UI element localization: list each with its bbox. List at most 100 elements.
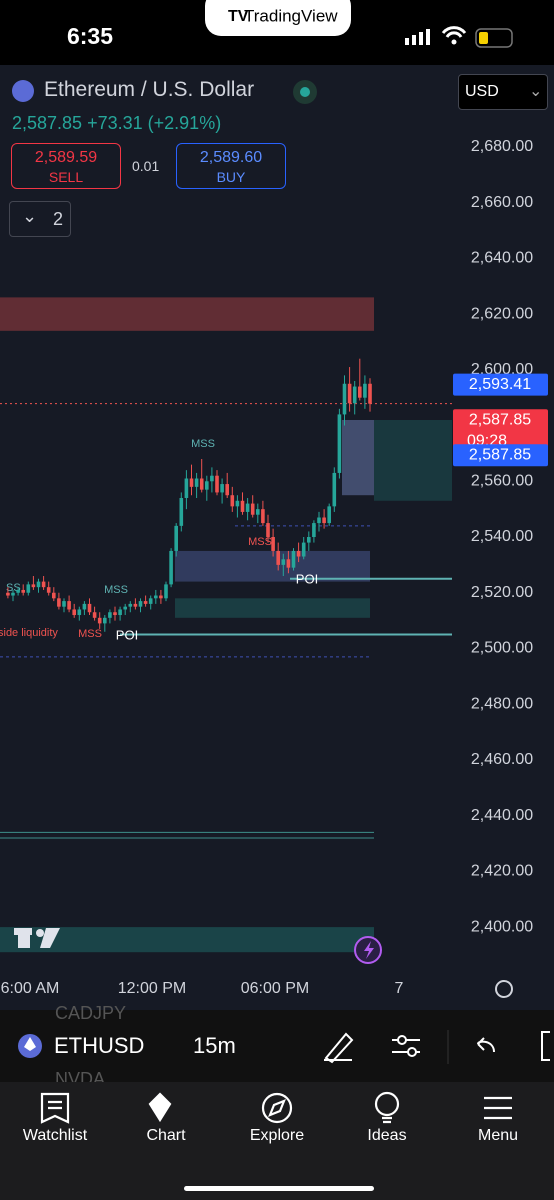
- tab[interactable]: Menu: [477, 1127, 519, 1144]
- currency: USD: [465, 83, 499, 100]
- candle-body: [363, 383, 367, 398]
- battery: [475, 28, 513, 48]
- candle-body: [11, 592, 15, 596]
- wifi-dot: [451, 39, 457, 45]
- candle-body: [138, 601, 143, 607]
- buy-button[interactable]: 2,589.60 BUY: [176, 143, 286, 189]
- candle-body: [220, 484, 224, 493]
- candle-body: [337, 414, 342, 473]
- signal-icon: [405, 29, 430, 45]
- indicator-knob: [397, 1035, 407, 1045]
- undo[interactable]: [477, 1037, 495, 1053]
- zone: [175, 598, 370, 618]
- annotation: side liquidity: [0, 627, 58, 639]
- price-label-bg: [453, 373, 548, 396]
- candle-body: [133, 603, 138, 607]
- y-tick-label: 2,460.00: [471, 751, 533, 768]
- zone: [0, 927, 374, 953]
- candle-body: [266, 523, 270, 538]
- candle-body: [261, 509, 265, 524]
- more-tool[interactable]: [541, 1031, 550, 1061]
- symbol-name: Ethereum / U.S. Dollar: [44, 78, 255, 101]
- candle-body: [16, 589, 20, 593]
- candle-body: [235, 500, 240, 507]
- candle-body: [36, 581, 41, 588]
- chevron: ⌄: [529, 83, 543, 100]
- x-tick-label: 06:00 PM: [241, 980, 309, 997]
- app-name: TradingView: [244, 6, 338, 25]
- settings-icon[interactable]: [495, 980, 513, 998]
- candle-body: [358, 386, 362, 398]
- symbol[interactable]: ETHUSD: [54, 1033, 144, 1058]
- candle-body: [67, 601, 71, 610]
- candle-body: [286, 559, 291, 568]
- price-label: 2,593.41: [469, 376, 531, 393]
- candle-body: [256, 509, 260, 515]
- candle-body: [317, 517, 321, 524]
- tv-logo: TV: [228, 8, 249, 25]
- tab[interactable]: Explore: [249, 1127, 305, 1144]
- zone: [374, 419, 452, 501]
- candle-body: [271, 537, 275, 551]
- candle-body: [210, 475, 214, 482]
- candle-body: [245, 503, 250, 512]
- candle-body: [225, 484, 229, 496]
- candle-body: [281, 559, 286, 565]
- candle-body: [179, 498, 184, 526]
- toolbar: [0, 1010, 554, 1082]
- eth-glyph: [24, 1037, 36, 1051]
- currency-select[interactable]: USD ⌄: [458, 74, 548, 110]
- tab[interactable]: Chart: [146, 1127, 186, 1144]
- candle-body: [230, 495, 235, 507]
- candle-body: [72, 609, 76, 616]
- x-tick-label: 12:00 PM: [118, 980, 186, 997]
- candle-body: [194, 478, 199, 487]
- candle-body: [322, 517, 326, 524]
- candle-body: [368, 383, 372, 404]
- sell-price: 2,589.59: [34, 149, 98, 166]
- indicators-toggle[interactable]: ⌄ 2: [9, 201, 71, 237]
- candle-body: [296, 550, 301, 557]
- candle-body: [21, 589, 25, 593]
- indicator-count: 2: [53, 209, 64, 229]
- candle-body: [26, 584, 31, 593]
- draw-tool[interactable]: [324, 1032, 354, 1064]
- candle-body: [301, 542, 306, 557]
- chart-area: [0, 65, 554, 1010]
- sell-button[interactable]: 2,589.59 SELL: [11, 143, 121, 189]
- candle-body: [312, 523, 316, 538]
- candle-body: [92, 612, 97, 618]
- chevron: ⌄: [22, 206, 38, 226]
- price-change: +73.31 (+2.91%): [87, 113, 222, 133]
- home-indicator: [184, 1186, 374, 1191]
- tab-icons: [40, 1091, 512, 1124]
- candle-body: [97, 617, 102, 624]
- buy-label: BUY: [216, 169, 246, 185]
- candle-body: [46, 587, 51, 593]
- candle-body: [52, 592, 56, 599]
- interval[interactable]: 15m: [193, 1033, 236, 1058]
- tab[interactable]: Ideas: [367, 1127, 407, 1144]
- y-tick-label: 2,520.00: [471, 584, 533, 601]
- candle-body: [174, 525, 178, 551]
- candle-body: [154, 595, 158, 599]
- price-line: 2,587.85 +73.31 (+2.91%): [12, 113, 221, 134]
- candle-body: [118, 609, 122, 616]
- tab[interactable]: Watchlist: [22, 1127, 88, 1144]
- eth-icon: [12, 80, 34, 102]
- y-tick-label: 2,400.00: [471, 918, 533, 935]
- candle-body: [352, 386, 357, 404]
- sell-label: SELL: [48, 169, 84, 185]
- candle-body: [77, 609, 82, 616]
- candle-body: [62, 601, 66, 607]
- candle-body: [159, 595, 163, 599]
- x-tick-label: 7: [395, 980, 404, 997]
- candle-body: [215, 475, 219, 493]
- assistant-bolt: [364, 941, 374, 959]
- tab-bar: [0, 1082, 554, 1200]
- candle-body: [189, 478, 194, 487]
- candle-body: [82, 603, 87, 610]
- candle-body: [164, 584, 168, 599]
